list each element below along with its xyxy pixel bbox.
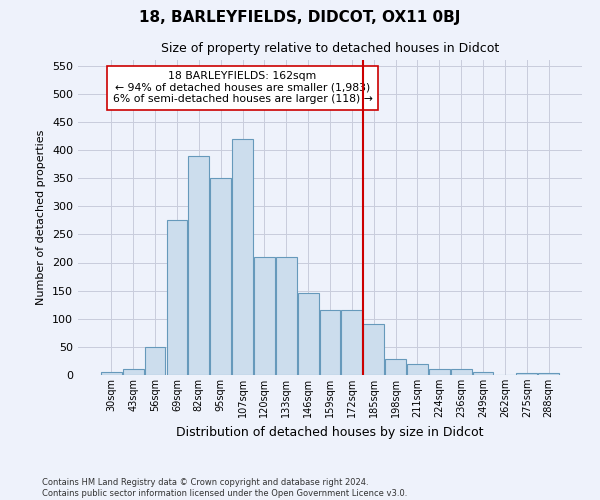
Text: 18 BARLEYFIELDS: 162sqm
← 94% of detached houses are smaller (1,983)
6% of semi-: 18 BARLEYFIELDS: 162sqm ← 94% of detache… xyxy=(113,71,373,104)
Y-axis label: Number of detached properties: Number of detached properties xyxy=(37,130,46,305)
Bar xyxy=(145,347,166,375)
Bar xyxy=(538,374,559,375)
Bar xyxy=(298,294,319,375)
X-axis label: Distribution of detached houses by size in Didcot: Distribution of detached houses by size … xyxy=(176,426,484,438)
Bar xyxy=(320,310,340,375)
Bar xyxy=(101,372,122,375)
Bar xyxy=(451,370,472,375)
Bar xyxy=(429,370,450,375)
Bar xyxy=(123,370,143,375)
Bar xyxy=(210,178,231,375)
Bar xyxy=(364,324,384,375)
Bar xyxy=(341,310,362,375)
Bar xyxy=(188,156,209,375)
Title: Size of property relative to detached houses in Didcot: Size of property relative to detached ho… xyxy=(161,42,499,54)
Text: 18, BARLEYFIELDS, DIDCOT, OX11 0BJ: 18, BARLEYFIELDS, DIDCOT, OX11 0BJ xyxy=(139,10,461,25)
Bar xyxy=(232,138,253,375)
Bar xyxy=(473,372,493,375)
Bar xyxy=(254,257,275,375)
Text: Contains HM Land Registry data © Crown copyright and database right 2024.
Contai: Contains HM Land Registry data © Crown c… xyxy=(42,478,407,498)
Bar xyxy=(167,220,187,375)
Bar xyxy=(276,257,296,375)
Bar xyxy=(407,364,428,375)
Bar xyxy=(385,359,406,375)
Bar xyxy=(517,374,537,375)
